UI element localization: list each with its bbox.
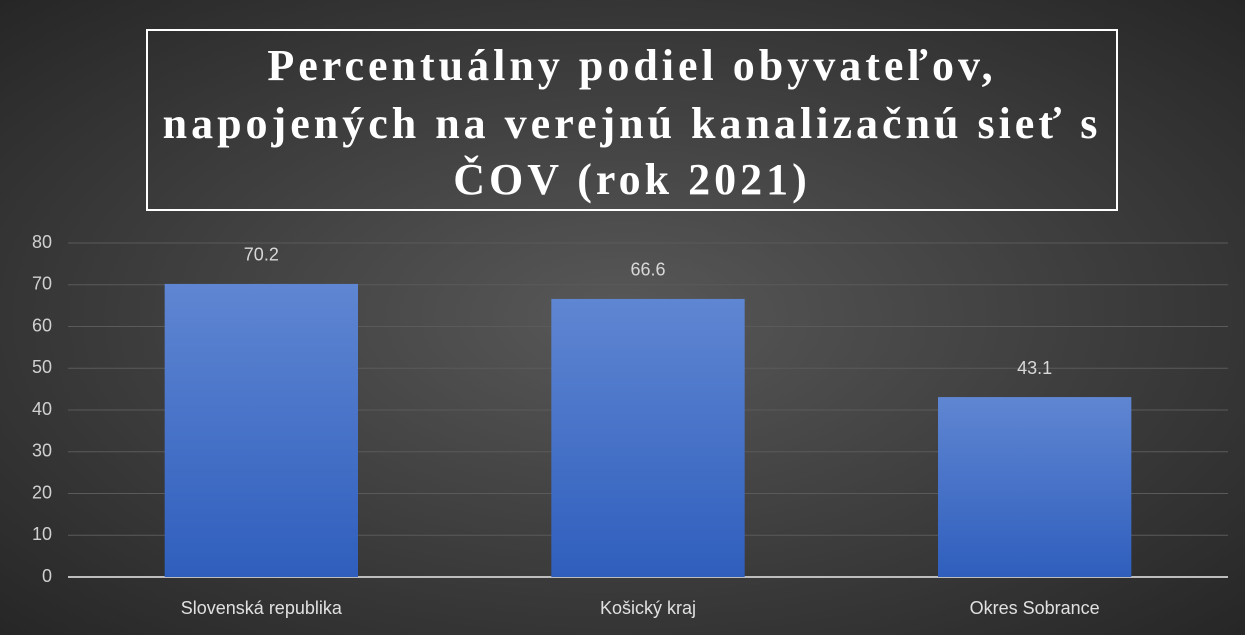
y-tick-label: 50 bbox=[32, 357, 52, 377]
x-tick-label: Slovenská republika bbox=[181, 598, 343, 618]
y-tick-label: 20 bbox=[32, 482, 52, 502]
chart-title: napojených na verejnú kanalizačnú sieť s bbox=[163, 99, 1102, 148]
bar bbox=[164, 283, 358, 577]
y-tick-label: 10 bbox=[32, 524, 52, 544]
data-label: 66.6 bbox=[630, 260, 665, 280]
title-box bbox=[146, 29, 1118, 211]
bar bbox=[551, 298, 745, 577]
chart-title: Percentuálny podiel obyvateľov, bbox=[267, 41, 996, 90]
x-tick-label: Košický kraj bbox=[600, 598, 696, 618]
bar bbox=[938, 397, 1132, 577]
x-tick-label: Okres Sobrance bbox=[970, 598, 1100, 618]
y-tick-label: 40 bbox=[32, 399, 52, 419]
y-tick-label: 70 bbox=[32, 274, 52, 294]
y-tick-label: 80 bbox=[32, 232, 52, 252]
chart-title: ČOV (rok 2021) bbox=[453, 155, 811, 204]
data-label: 70.2 bbox=[244, 245, 279, 265]
y-tick-label: 30 bbox=[32, 441, 52, 461]
data-label: 43.1 bbox=[1017, 358, 1052, 378]
y-tick-label: 0 bbox=[42, 566, 52, 586]
y-tick-label: 60 bbox=[32, 315, 52, 335]
